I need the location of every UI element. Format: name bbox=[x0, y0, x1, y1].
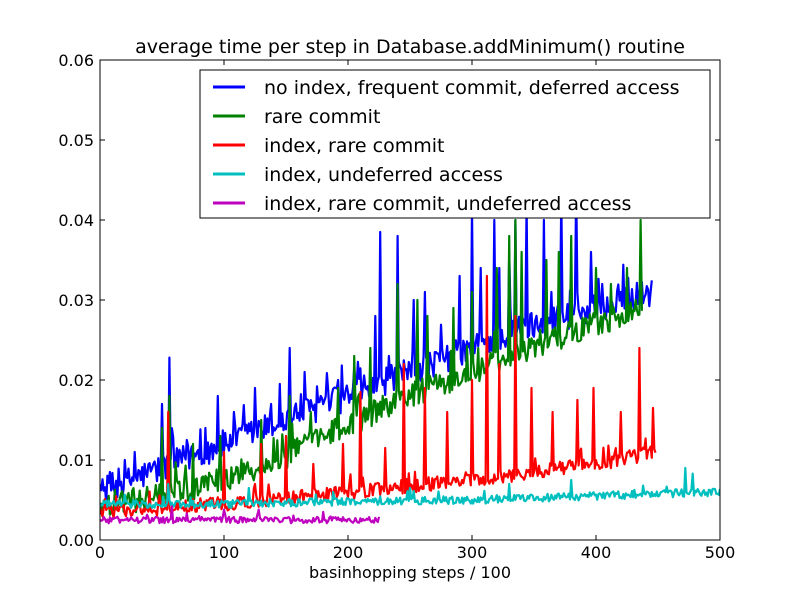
legend-label: rare commit bbox=[264, 106, 380, 128]
y-tick-label: 0.05 bbox=[58, 131, 94, 150]
y-tick-label: 0.04 bbox=[58, 211, 94, 230]
series-line-5 bbox=[100, 505, 381, 525]
legend-label: index, undeferred access bbox=[264, 164, 503, 186]
legend-label: no index, frequent commit, deferred acce… bbox=[264, 77, 680, 99]
series-line-2 bbox=[100, 218, 643, 517]
y-tick-label: 0.02 bbox=[58, 371, 94, 390]
legend: no index, frequent commit, deferred acce… bbox=[199, 69, 711, 219]
legend-frame bbox=[199, 69, 711, 219]
x-tick-label: 0 bbox=[95, 543, 105, 562]
y-tick-label: 0.01 bbox=[58, 451, 94, 470]
legend-items: no index, frequent commit, deferred acce… bbox=[213, 77, 680, 215]
x-tick-label: 100 bbox=[209, 543, 240, 562]
ticks-layer: 0 100 200 300 400 500 0.00 0.01 0.02 0.03 0.04 0.05… bbox=[58, 51, 735, 562]
legend-label: index, rare commit bbox=[264, 135, 444, 157]
y-tick-label: 0.00 bbox=[58, 531, 94, 550]
series-line-4 bbox=[100, 466, 720, 510]
x-tick-label: 200 bbox=[333, 543, 364, 562]
y-tick-label: 0.03 bbox=[58, 291, 94, 310]
series-layer bbox=[100, 186, 720, 525]
x-tick-label: 300 bbox=[457, 543, 488, 562]
x-tick-label: 400 bbox=[581, 543, 612, 562]
chart-title: average time per step in Database.addMin… bbox=[135, 36, 685, 58]
legend-label: index, rare commit, undeferred access bbox=[264, 193, 631, 215]
x-tick-label: 500 bbox=[705, 543, 736, 562]
y-tick-label: 0.06 bbox=[58, 51, 94, 70]
x-axis-label: basinhopping steps / 100 bbox=[309, 563, 511, 582]
